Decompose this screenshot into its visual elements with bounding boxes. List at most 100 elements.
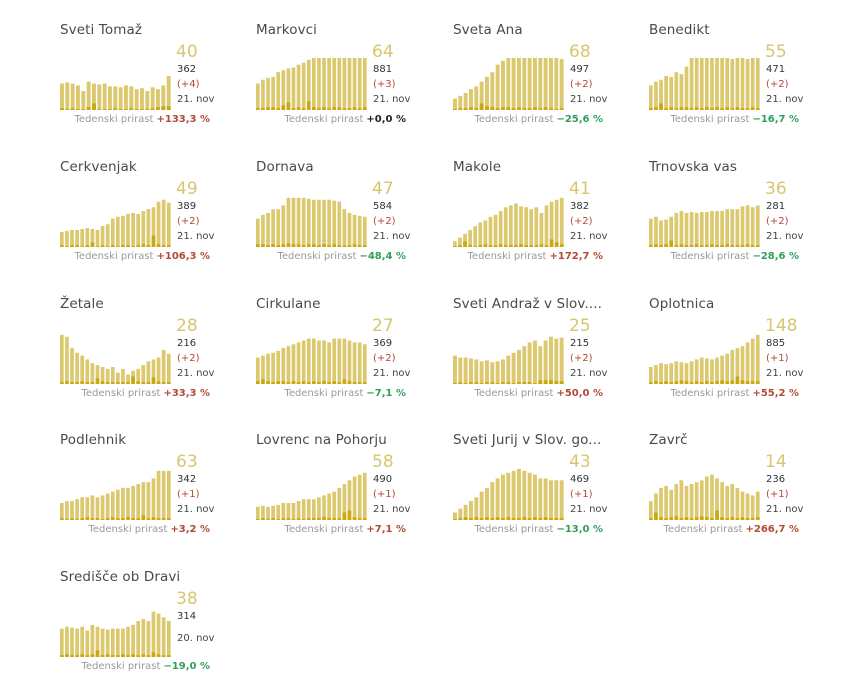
bar-new-cases: [684, 107, 689, 110]
bar-new-cases: [156, 107, 160, 110]
bar-new-cases: [474, 382, 479, 384]
bar-new-cases: [522, 108, 527, 110]
bar-new-cases: [121, 518, 125, 520]
bar-new-cases: [161, 382, 166, 384]
weekly-growth-value: −28,6 %: [752, 251, 799, 262]
bar-new-cases: [674, 108, 679, 110]
bar-new-cases: [539, 244, 544, 247]
bar-new-cases: [166, 106, 171, 110]
bar-new-cases: [146, 518, 151, 520]
bar-active: [100, 366, 105, 384]
bar-active: [730, 58, 735, 110]
bar-new-cases: [141, 515, 146, 520]
bar-active: [654, 81, 658, 110]
bar-active: [357, 58, 362, 110]
weekly-growth-value: +50,0 %: [556, 388, 603, 399]
bar-new-cases: [337, 245, 342, 247]
bar-active: [514, 203, 518, 247]
municipality-title: Središče ob Dravi: [60, 569, 181, 585]
bar-active: [70, 229, 74, 247]
bar-new-cases: [70, 245, 74, 247]
bar-new-cases: [90, 382, 95, 384]
bar-new-cases: [95, 246, 100, 247]
bar-new-cases: [745, 244, 750, 247]
bar-active: [121, 368, 125, 384]
bar-new-cases: [256, 519, 260, 520]
date-label: 21. nov: [766, 504, 804, 515]
bar-active: [740, 491, 745, 520]
bar-new-cases: [102, 109, 107, 110]
bar-active: [694, 58, 699, 110]
bar-new-cases: [291, 519, 296, 520]
bar-new-cases: [715, 381, 719, 384]
municipality-title: Sveti Andraž v Slov....: [453, 296, 603, 312]
active-cases-value: 55: [765, 42, 787, 62]
bar-active: [469, 358, 473, 384]
bar-active: [332, 338, 337, 384]
bar-active: [495, 361, 500, 384]
bar-active: [166, 353, 171, 384]
municipality-card: Trnovska vas 36 281 (+2) 21. nov Tedenski pri…: [649, 159, 829, 279]
bar-active: [296, 342, 301, 384]
bar-new-cases: [286, 518, 291, 520]
bar-new-cases: [453, 109, 457, 110]
daily-change-value: (+2): [373, 353, 396, 364]
bar-active: [745, 205, 750, 247]
bar-active: [715, 478, 719, 520]
bar-active: [458, 357, 463, 384]
bar-active: [121, 487, 125, 520]
bar-active: [498, 211, 503, 247]
bar-new-cases: [100, 381, 105, 384]
bar-new-cases: [533, 383, 537, 384]
bar-active: [674, 484, 679, 520]
bar-active: [511, 352, 516, 384]
bar-active: [332, 58, 337, 110]
bar-new-cases: [306, 382, 311, 384]
bar-active: [131, 485, 135, 520]
bar-new-cases: [342, 379, 347, 384]
bar-active: [166, 202, 171, 247]
weekly-growth-label: Tedenski prirast: [474, 388, 554, 399]
bar-new-cases: [70, 655, 74, 657]
bar-active: [261, 79, 265, 110]
bar-new-cases: [271, 518, 275, 520]
bar-active: [501, 474, 505, 520]
bar-active: [306, 338, 311, 384]
bar-new-cases: [126, 382, 130, 384]
bar-new-cases: [60, 655, 64, 657]
date-label: 21. nov: [570, 94, 608, 105]
bar-new-cases: [261, 518, 265, 520]
weekly-growth-value: +172,7 %: [549, 251, 603, 262]
bar-new-cases: [116, 518, 120, 520]
bar-active: [538, 58, 543, 110]
bar-active: [337, 338, 342, 384]
bar-active: [750, 58, 755, 110]
bar-active: [725, 209, 730, 247]
bar-new-cases: [684, 517, 689, 520]
bar-new-cases: [161, 655, 166, 657]
bar-active: [156, 89, 160, 110]
active-cases-value: 148: [765, 316, 798, 336]
bar-active: [522, 470, 527, 520]
bar-new-cases: [317, 245, 321, 247]
bar-new-cases: [100, 519, 105, 520]
bar-active: [543, 340, 548, 384]
bar-new-cases: [503, 245, 508, 247]
bar-new-cases: [453, 519, 457, 520]
bar-new-cases: [710, 244, 714, 247]
bar-new-cases: [559, 518, 564, 520]
bar-active: [468, 229, 472, 247]
bar-new-cases: [86, 107, 91, 110]
bar-new-cases: [684, 245, 689, 247]
bar-active: [463, 357, 468, 384]
active-cases-value: 40: [176, 42, 198, 62]
bar-active: [533, 58, 537, 110]
bar-active: [296, 64, 301, 110]
active-cases-value: 41: [569, 179, 591, 199]
bar-new-cases: [730, 517, 735, 520]
bar-active: [483, 220, 488, 247]
bar-new-cases: [710, 108, 714, 110]
bar-active: [669, 489, 674, 520]
weekly-growth-label: Tedenski prirast: [81, 661, 161, 672]
bar-new-cases: [745, 518, 750, 520]
